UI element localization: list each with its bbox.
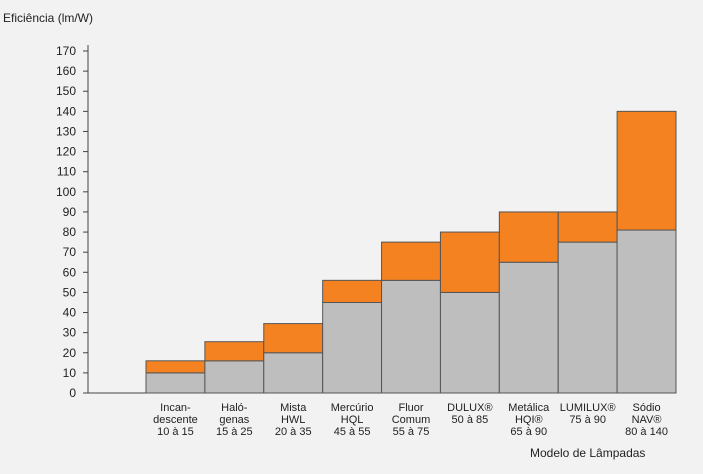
bar-segment [557,211,618,243]
bar-segment [557,241,618,394]
bar-segment [204,360,265,394]
bar-segment [263,323,324,354]
x-tick-label: Mista HWL 20 à 35 [275,402,312,438]
y-tick-label: 0 [69,386,76,400]
bar-segment [498,261,559,394]
bar-segment [439,291,500,394]
x-tick-label: Fluor Comum 55 à 75 [392,402,431,438]
bar-segment [145,372,206,394]
y-tick-label: 80 [63,225,77,239]
bar-segment [263,352,324,394]
bar-segment [381,241,441,281]
x-axis-label: Modelo de Lâmpadas [530,446,645,460]
y-tick-label: 160 [56,64,76,78]
y-tick-label: 30 [63,326,77,340]
bar-segment [145,360,206,374]
y-tick-label: 20 [63,346,77,360]
x-tick-label: LUMILUX® 75 à 90 [560,402,616,426]
x-tick-label: Haló-genas 15 à 25 [216,402,253,438]
bar-segment [204,341,265,362]
bar-segment [381,279,441,394]
y-tick-label: 60 [63,265,77,279]
x-tick-label: Metálica HQI® 65 à 90 [508,402,550,438]
bar-segment [322,301,383,394]
bar-segment [322,279,383,303]
bar-segment [616,229,677,394]
y-tick-label: 120 [56,145,76,159]
y-tick-label: 140 [56,104,76,118]
y-tick-label: 110 [57,165,76,179]
y-tick-label: 170 [56,44,76,58]
bar-segment [439,231,500,293]
y-tick-label: 90 [63,205,77,219]
y-tick-label: 150 [56,84,76,98]
y-tick-label: 40 [63,306,77,320]
bar-segment [498,211,559,263]
x-tick-label: Sódio NAV® 80 à 140 [625,402,668,438]
bar-segment [616,110,677,231]
y-tick-label: 100 [56,185,76,199]
x-tick-label: DULUX® 50 à 85 [447,402,492,426]
x-tick-label: Mercúrio HQL 45 à 55 [331,402,374,438]
y-tick-label: 70 [63,245,77,259]
y-tick-label: 50 [63,285,77,299]
x-tick-label: Incan-descente 10 à 15 [153,402,198,438]
y-tick-label: 10 [63,366,77,380]
y-tick-label: 130 [56,124,76,138]
y-axis-label: Eficiência (lm/W) [3,11,93,25]
